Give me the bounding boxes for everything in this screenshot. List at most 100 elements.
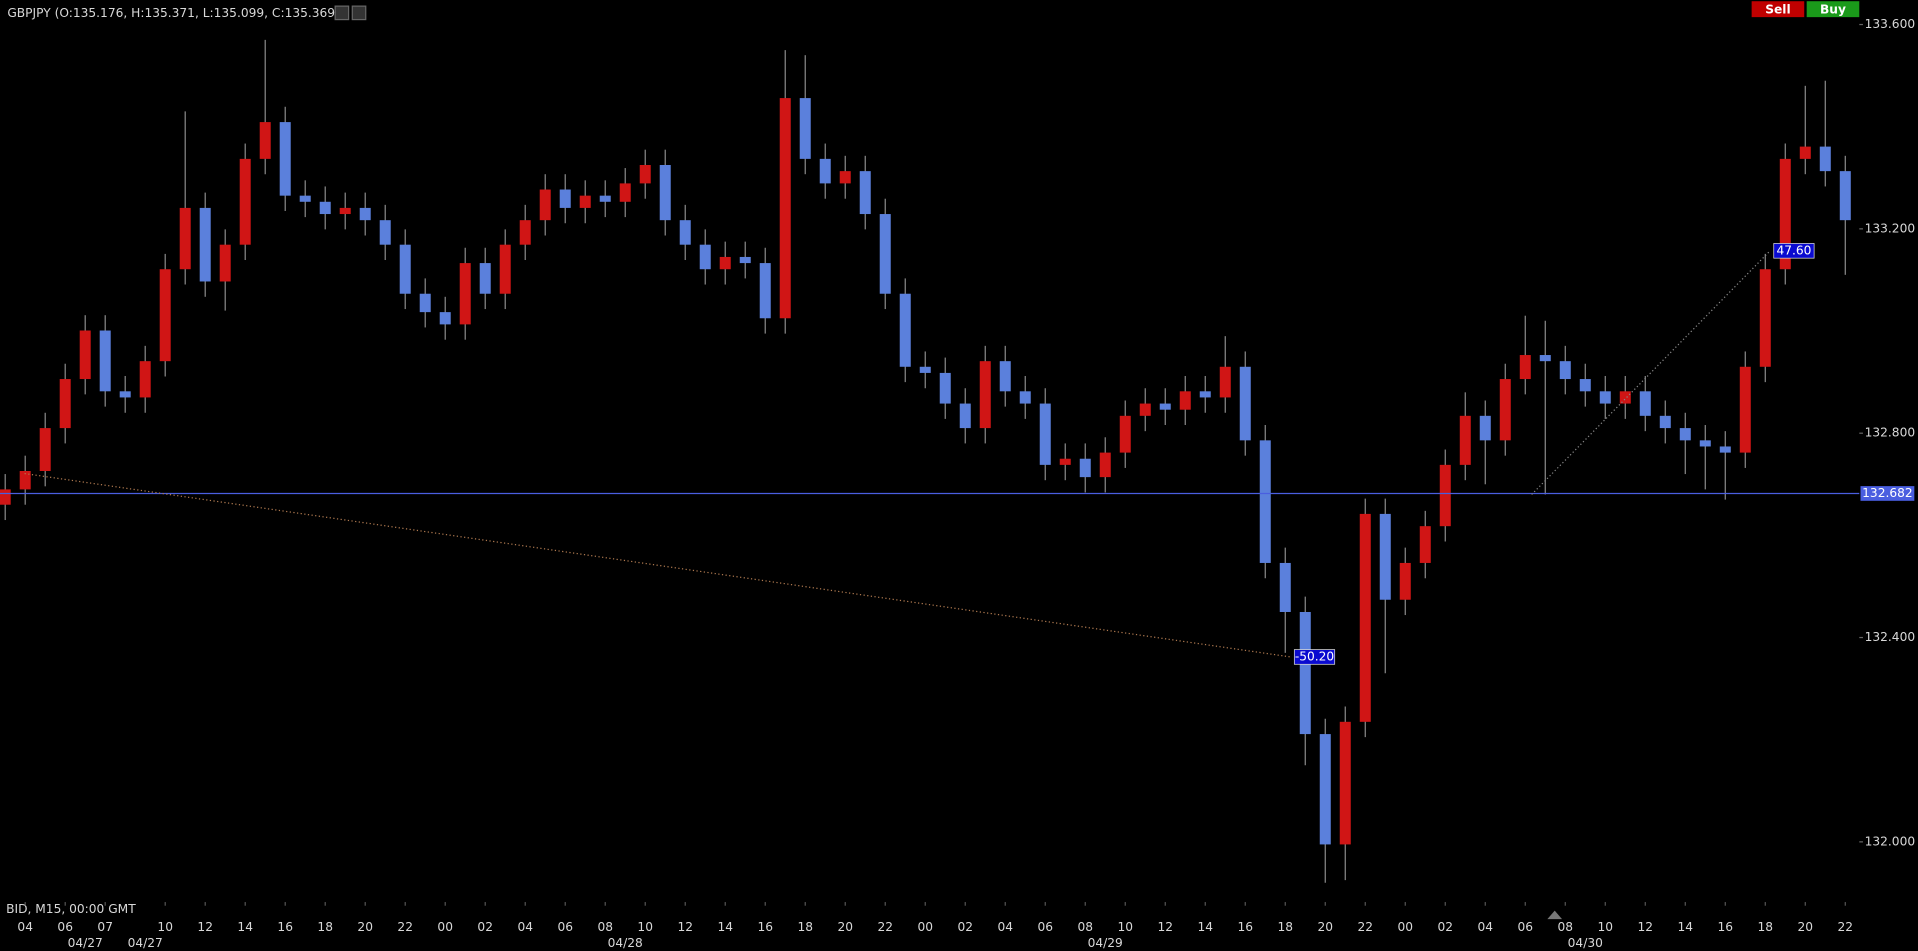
candle-body xyxy=(779,98,791,319)
candle-body xyxy=(1779,158,1791,270)
date-label: 04/29 xyxy=(1088,936,1123,950)
candle-body xyxy=(899,293,911,367)
x-tick-label: 04 xyxy=(1477,920,1493,934)
x-tick-label: 10 xyxy=(637,920,653,934)
date-label: 04/28 xyxy=(608,936,643,950)
sell-button[interactable]: Sell xyxy=(1751,1,1805,18)
buy-button[interactable]: Buy xyxy=(1806,1,1860,18)
sell-label[interactable]: Sell xyxy=(1765,2,1790,16)
candle-body xyxy=(1359,513,1371,722)
close-icon[interactable] xyxy=(351,5,367,21)
candle-body xyxy=(559,189,571,208)
x-tick-label: 08 xyxy=(1557,920,1573,934)
candle-body xyxy=(339,207,351,215)
candle-body xyxy=(1039,403,1051,465)
x-tick-label: 07 xyxy=(97,920,113,934)
x-tick-label: 16 xyxy=(757,920,773,934)
candle-body xyxy=(239,158,251,245)
candle-body xyxy=(819,158,831,184)
candle-body xyxy=(839,171,851,184)
candle-body xyxy=(739,256,751,264)
buy-button-bg[interactable] xyxy=(1806,1,1860,18)
x-tick-label: 14 xyxy=(1677,920,1693,934)
x-tick-label: 20 xyxy=(837,920,853,934)
candle-body xyxy=(599,195,611,202)
candle-body xyxy=(459,263,471,325)
x-tick-label: 14 xyxy=(237,920,253,934)
y-tick-label: 132.400 xyxy=(1865,630,1916,644)
y-tick-label: 132.800 xyxy=(1865,426,1916,440)
candle-body xyxy=(999,361,1011,392)
x-tick-label: 20 xyxy=(1317,920,1333,934)
candle-body xyxy=(1199,391,1211,398)
x-tick-label: 04 xyxy=(997,920,1013,934)
candle-body xyxy=(1399,562,1411,600)
x-tick-label: 12 xyxy=(1637,920,1653,934)
x-tick-label: 10 xyxy=(1117,920,1133,934)
candle-body xyxy=(919,366,931,373)
candle-body xyxy=(379,220,391,245)
candle-body xyxy=(119,391,131,398)
candle-body xyxy=(479,263,491,294)
candle-body xyxy=(519,220,531,245)
candle-body xyxy=(1019,391,1031,404)
date-label: 04/27 xyxy=(68,936,103,950)
x-tick-label: 22 xyxy=(397,920,413,934)
candle-body xyxy=(1219,366,1231,398)
candle-body xyxy=(79,330,91,380)
candle-body xyxy=(1559,361,1571,380)
x-tick-label: 20 xyxy=(1798,920,1814,934)
candle-body xyxy=(1759,269,1771,367)
candle-body xyxy=(1339,721,1351,845)
settings-icon[interactable] xyxy=(334,5,350,21)
x-tick-label: 14 xyxy=(1197,920,1213,934)
chart-subtitle: BID, M15, 00:00 GMT xyxy=(6,902,136,916)
measure-label: -50.20 xyxy=(1295,649,1334,663)
candle-body xyxy=(1519,355,1531,380)
candle-body xyxy=(1799,146,1811,159)
x-tick-label: 20 xyxy=(357,920,373,934)
candle-body xyxy=(699,244,711,270)
buy-label[interactable]: Buy xyxy=(1820,2,1846,16)
x-tick-label: 18 xyxy=(1758,920,1774,934)
x-tick-label: 06 xyxy=(1037,920,1053,934)
x-tick-label: 18 xyxy=(797,920,813,934)
candle-body xyxy=(1099,452,1111,478)
candle-body xyxy=(859,171,871,215)
x-tick-label: 10 xyxy=(1597,920,1613,934)
scroll-marker[interactable] xyxy=(1547,910,1563,920)
candle-body xyxy=(139,361,151,398)
x-tick-label: 18 xyxy=(1277,920,1293,934)
measure-label-box xyxy=(1773,243,1815,259)
y-tick-label: 133.600 xyxy=(1865,17,1916,31)
x-tick-label: 06 xyxy=(57,920,73,934)
candle-body xyxy=(659,165,671,221)
candle-body xyxy=(399,244,411,294)
price-label-box xyxy=(1860,486,1915,501)
measure-line xyxy=(24,472,1291,658)
candle-body xyxy=(1719,446,1731,453)
candle-body xyxy=(579,195,591,208)
candle-body xyxy=(1459,415,1471,465)
x-tick-label: 22 xyxy=(877,920,893,934)
x-tick-label: 02 xyxy=(1437,920,1453,934)
candle-body xyxy=(19,470,31,490)
candle-body xyxy=(1619,391,1631,404)
sell-button-bg[interactable] xyxy=(1751,1,1805,18)
date-label: 04/30 xyxy=(1568,936,1603,950)
candle-body xyxy=(679,220,691,245)
candle-body xyxy=(1079,458,1091,478)
candle-body xyxy=(1639,391,1651,416)
x-tick-label: 12 xyxy=(1157,920,1173,934)
candle-body xyxy=(199,207,211,282)
candle-body xyxy=(1379,513,1391,600)
candle-body xyxy=(759,263,771,319)
x-tick-label: 04 xyxy=(17,920,33,934)
candle-body xyxy=(1319,734,1331,845)
candle-body xyxy=(439,312,451,325)
candle-body xyxy=(619,183,631,202)
x-tick-label: 16 xyxy=(1237,920,1253,934)
x-tick-label: 06 xyxy=(557,920,573,934)
measure-label: 47.60 xyxy=(1776,243,1811,257)
